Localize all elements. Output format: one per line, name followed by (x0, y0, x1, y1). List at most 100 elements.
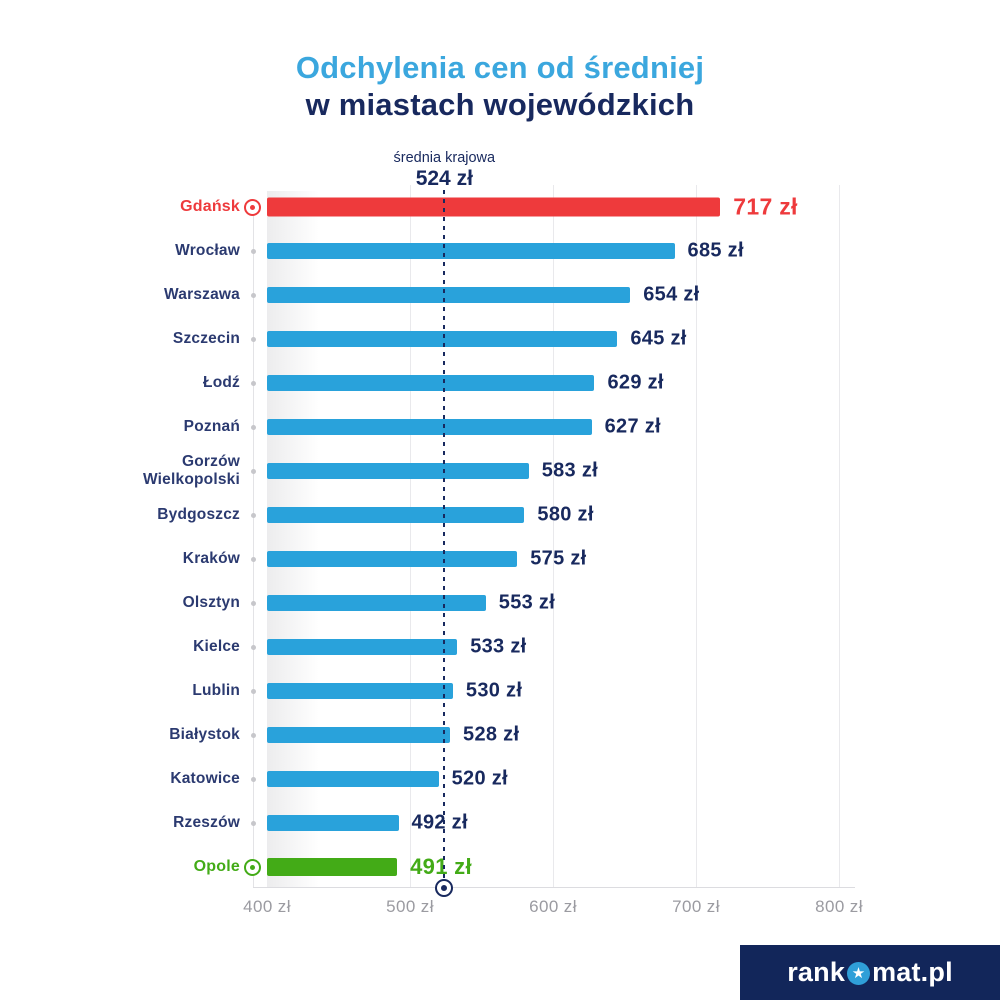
city-label: Olsztyn (182, 594, 240, 612)
bar (267, 551, 518, 567)
bar-row: Gdańsk 717 zł (180, 185, 855, 229)
bar (267, 858, 398, 876)
gridline-600 (553, 185, 554, 888)
marker-dot (441, 885, 448, 891)
bar (267, 375, 595, 391)
value-label: 627 zł (604, 415, 661, 438)
logo-star-icon: ★ (847, 962, 871, 985)
bar (267, 815, 399, 831)
x-tick-label: 500 zł (386, 897, 434, 916)
row-dot (251, 820, 256, 826)
bar-row: Kraków 575 zł (183, 537, 855, 581)
value-label: 553 zł (498, 591, 556, 614)
average-annotation: średnia krajowa 524 zł (394, 150, 496, 191)
logo-text-right: mat.pl (872, 957, 953, 987)
rankomat-logo: rank ★ mat.pl (740, 945, 1000, 1000)
bar (267, 727, 451, 743)
bar-row: Rzeszów 492 zł (173, 801, 855, 845)
city-label: Bydgoszcz (157, 506, 240, 524)
row-marker-icon (244, 858, 261, 876)
value-label: 530 zł (465, 679, 523, 702)
value-label: 583 zł (541, 459, 598, 482)
city-label: Opole (193, 857, 240, 875)
value-label: 520 zł (451, 767, 508, 790)
row-dot (251, 644, 256, 650)
city-label: Gorzów Wielkopolski (142, 453, 240, 488)
city-label: Kraków (182, 550, 240, 568)
bar (267, 197, 721, 217)
bar-row: Olsztyn 553 zł (183, 581, 855, 625)
page-title-line2: w miastach wojewódzkich (305, 86, 695, 122)
x-axis-line (253, 887, 855, 888)
value-label: 533 zł (470, 635, 527, 658)
bar-row: Gorzów Wielkopolski 583 zł (143, 449, 855, 493)
value-label: 685 zł (687, 239, 744, 262)
city-label: Szczecin (172, 330, 240, 348)
row-dot (251, 688, 256, 694)
value-label: 645 zł (630, 327, 687, 350)
value-label: 629 zł (607, 371, 664, 394)
gridline-800 (839, 185, 840, 888)
city-label: Poznań (183, 418, 240, 436)
city-label: Rzeszów (173, 814, 240, 832)
row-dot (251, 248, 256, 254)
x-tick-label: 600 zł (529, 897, 577, 916)
bar-row: Bydgoszcz 580 zł (157, 493, 855, 537)
row-dot (251, 512, 256, 518)
average-value: 524 zł (415, 167, 473, 190)
city-label: Łodź (203, 374, 240, 392)
bar-row: Opole 491 zł (194, 845, 855, 889)
bar-row: Lublin 530 zł (192, 669, 855, 713)
city-label: Lublin (192, 682, 240, 700)
value-label: 654 zł (643, 283, 700, 306)
average-axis-marker-icon (435, 879, 454, 897)
row-dot (251, 424, 256, 430)
row-dot (251, 292, 256, 298)
value-label: 528 zł (463, 723, 520, 746)
row-dot (251, 556, 256, 562)
row-dot (251, 776, 256, 782)
bar-row: Katowice 520 zł (170, 757, 855, 801)
x-tick-label: 700 zł (672, 897, 720, 916)
bar-row: Białystok 528 zł (169, 713, 855, 757)
city-label: Białystok (169, 726, 240, 744)
gridline-500 (410, 185, 411, 888)
city-label: Warszawa (164, 286, 240, 304)
bar (267, 331, 618, 347)
row-dot (251, 468, 256, 474)
row-dot (251, 336, 256, 342)
bar-chart: Gdańsk 717 zł Wrocław 685 zł Warszawa 654 zł S… (143, 185, 862, 916)
bar-row: Kielce 533 zł (193, 625, 855, 669)
value-label: 575 zł (530, 547, 587, 570)
bar-row: Wrocław 685 zł (175, 229, 855, 273)
page-title-line1: Odchylenia cen od średniej (295, 50, 705, 85)
bar (267, 287, 631, 303)
logo-text-left: rank (787, 957, 846, 987)
city-label: Gdańsk (180, 197, 240, 215)
city-label: Katowice (170, 770, 240, 788)
row-marker-icon (244, 198, 261, 216)
value-label: 580 zł (537, 503, 594, 526)
x-tick-label: 400 zł (243, 897, 291, 916)
gridline-700 (696, 185, 697, 888)
bar (267, 771, 439, 787)
city-label: Kielce (193, 638, 240, 656)
star-glyph: ★ (851, 964, 866, 982)
city-label: Wrocław (175, 242, 240, 260)
value-label: 717 zł (733, 193, 798, 220)
bar (267, 595, 486, 611)
x-tick-label: 800 zł (815, 897, 863, 916)
row-dot (251, 732, 256, 738)
bar (267, 463, 529, 479)
bar-row: Łodź 629 zł (203, 361, 855, 405)
bar (267, 639, 458, 655)
value-label: 491 zł (410, 854, 472, 879)
bar-row: Warszawa 654 zł (164, 273, 855, 317)
bar (267, 243, 675, 259)
bar (267, 419, 592, 435)
bar (267, 507, 525, 523)
row-dot (251, 600, 256, 606)
title-block: Odchylenia cen od średniej w miastach wo… (0, 50, 1000, 123)
average-label: średnia krajowa (393, 150, 496, 166)
